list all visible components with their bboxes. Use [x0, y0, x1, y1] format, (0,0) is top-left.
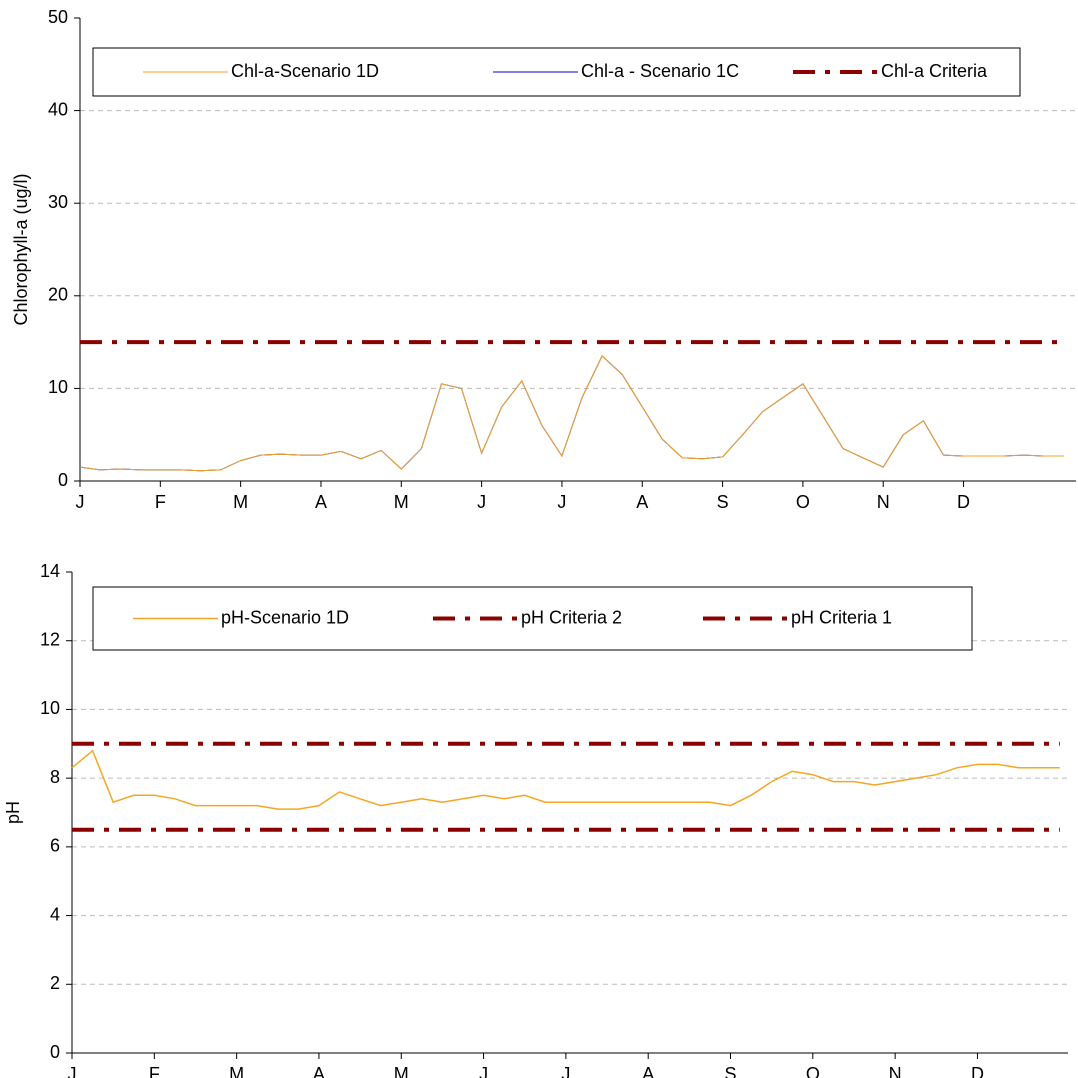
y-tick-label: 0 [58, 470, 68, 490]
legend-box [92, 586, 973, 651]
x-tick-label: J [76, 492, 85, 512]
data-line [79, 355, 1064, 472]
y-tick-label: 0 [50, 1042, 60, 1062]
legend-label: Chl-a Criteria [881, 61, 988, 81]
legend-label: pH Criteria 1 [791, 607, 892, 627]
x-tick-label: J [477, 492, 486, 512]
x-tick-label: A [636, 492, 648, 512]
y-tick-label: 14 [40, 561, 60, 581]
data-line [71, 749, 1060, 810]
x-tick-label: S [717, 492, 729, 512]
x-tick-label: A [313, 1064, 325, 1078]
x-tick-label: A [642, 1064, 654, 1078]
x-tick-label: D [971, 1064, 984, 1078]
x-tick-label: J [561, 1064, 570, 1078]
y-tick-label: 2 [50, 973, 60, 993]
x-tick-label: F [149, 1064, 160, 1078]
y-axis-label: pH [3, 801, 23, 824]
x-tick-label: S [725, 1064, 737, 1078]
y-tick-label: 50 [48, 7, 68, 27]
x-tick-label: M [394, 492, 409, 512]
x-tick-label: M [394, 1064, 409, 1078]
data-line [79, 355, 1064, 472]
x-tick-label: J [479, 1064, 488, 1078]
y-tick-label: 8 [50, 767, 60, 787]
y-tick-label: 12 [40, 629, 60, 649]
x-tick-label: A [315, 492, 327, 512]
x-tick-label: M [229, 1064, 244, 1078]
x-tick-label: O [796, 492, 810, 512]
y-tick-label: 10 [48, 377, 68, 397]
y-tick-label: 20 [48, 285, 68, 305]
y-tick-label: 40 [48, 99, 68, 119]
y-tick-label: 30 [48, 192, 68, 212]
x-tick-label: J [557, 492, 566, 512]
y-axis-label: Chlorophyll-a (ug/l) [11, 173, 31, 325]
x-tick-label: O [806, 1064, 820, 1078]
x-tick-label: N [877, 492, 890, 512]
x-tick-label: M [233, 492, 248, 512]
legend-label: pH Criteria 2 [521, 607, 622, 627]
y-tick-label: 4 [50, 904, 60, 924]
y-tick-label: 10 [40, 698, 60, 718]
x-tick-label: F [155, 492, 166, 512]
x-tick-label: J [68, 1064, 77, 1078]
y-tick-label: 6 [50, 836, 60, 856]
x-tick-label: N [889, 1064, 902, 1078]
x-tick-label: D [957, 492, 970, 512]
legend-label: Chl-a - Scenario 1C [581, 61, 739, 81]
legend-label: Chl-a-Scenario 1D [231, 61, 379, 81]
legend-label: pH-Scenario 1D [221, 607, 349, 627]
